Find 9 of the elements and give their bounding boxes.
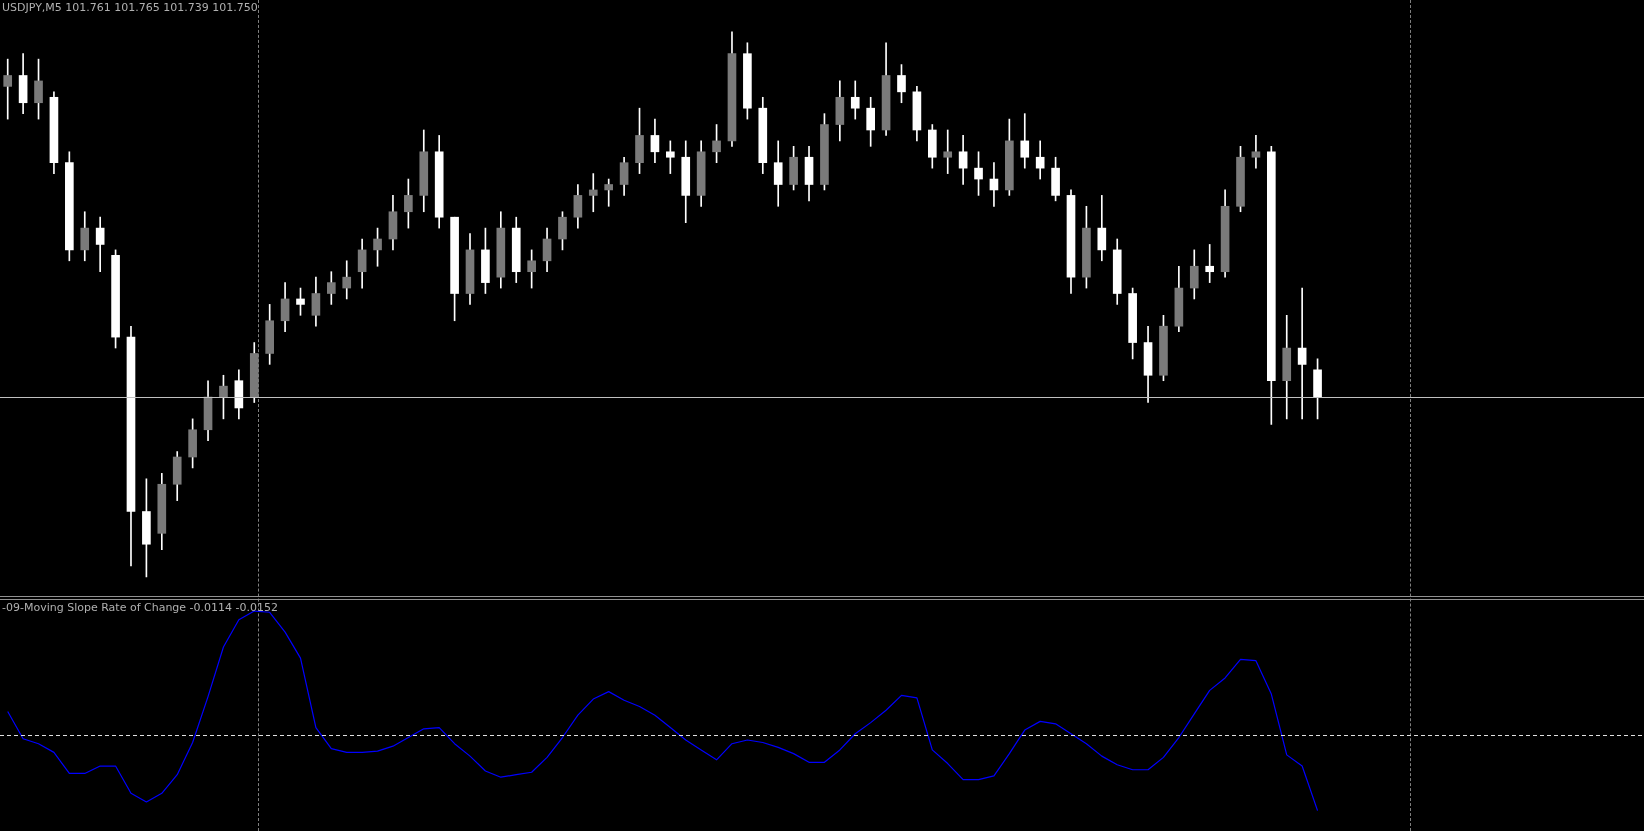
candlestick: [3, 58, 13, 120]
chart-title: -09-Moving Slope Rate of Change -0.0114 -0.0152: [2, 601, 279, 614]
candlestick: [943, 129, 953, 174]
chart-title: USDJPY,M5 101.761 101.765 101.739 101.750: [2, 1, 258, 14]
candlestick: [1205, 244, 1215, 283]
candlestick: [588, 173, 598, 213]
candlestick: [1251, 135, 1261, 169]
candlestick: [1297, 287, 1307, 420]
candlestick: [604, 178, 614, 207]
